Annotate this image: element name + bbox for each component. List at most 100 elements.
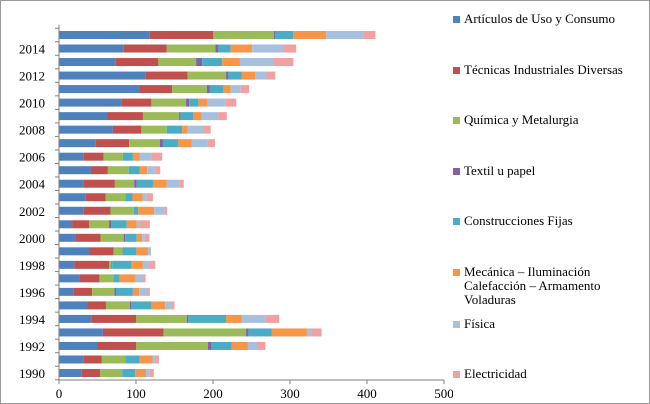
legend-label-line: Construcciones Fijas [464,213,573,228]
y-tick-label-1994: 1994 [19,312,46,327]
bar-segment-2014-s7 [283,44,297,53]
bar-segment-2015-s7 [363,31,376,39]
legend-label-line: Voladuras [464,292,516,307]
bar-segment-2015-s5 [293,31,327,39]
bar-segment-1994-s1 [91,314,136,323]
bar-segment-2004-s1 [83,179,115,188]
legend-item: Técnicas Industriales Diversas [453,63,623,77]
legend-label-line: Mecánica – Iluminación [464,264,591,279]
bar-segment-1998-s5 [131,260,143,269]
bar-segment-2002-s2 [110,206,134,215]
bar-segment-2011-s1 [139,85,173,94]
bar-segment-2007-s4 [162,139,179,148]
bar-segment-2006-s6 [139,152,152,161]
y-tick-label-1992: 1992 [19,339,45,354]
bar-segment-1996-s5 [132,287,140,296]
bar-segment-2013-s7 [273,58,294,67]
bar-segment-1990-s5 [135,369,147,377]
y-tick-label-2004: 2004 [19,177,46,192]
bar-segment-1997-s2 [99,274,114,283]
bar-segment-2003-s0 [59,193,86,202]
bar-segment-1990-s0 [59,369,82,377]
legend-label-line: Artículos de Uso y Consumo [464,11,615,26]
bar-segment-2013-s0 [59,58,116,67]
bar-segment-1992-s7 [257,341,266,350]
bar-segment-2010-s4 [189,98,199,107]
bar-segment-1996-s7 [147,287,150,296]
bar-segment-2010-s2 [151,98,187,107]
bar-segment-2003-s6 [142,193,147,202]
bar-segment-1997-s1 [79,274,100,283]
bar-segment-2004-s7 [179,179,184,188]
legend-swatch [453,371,460,378]
y-tick-label-2008: 2008 [19,123,45,138]
legend-item: Mecánica – Iluminación Calefacción – Arma… [453,265,600,307]
bar-segment-2015-s4 [275,31,294,39]
bar-segment-1996-s1 [73,287,93,296]
bar-segment-2011-s3 [206,85,210,94]
bar-segment-2001-s1 [72,220,90,229]
bar-segment-1999-s1 [89,247,114,256]
bar-segment-1990-s2 [100,369,123,377]
legend-item: Textil u papel [453,164,535,178]
bar-segment-1999-s6 [147,247,152,256]
bar-segment-2008-s1 [112,125,142,134]
bar-segment-2000-s4 [125,233,137,242]
bar-segment-2006-s0 [59,152,84,161]
bar-segment-1997-s5 [119,274,136,283]
y-tick-label-2014: 2014 [19,42,46,57]
bar-segment-2009-s3 [179,112,181,121]
bar-segment-2005-s2 [107,166,129,175]
bar-segment-2004-s0 [59,179,84,188]
bar-segment-2003-s2 [105,193,126,202]
bar-segment-2000-s0 [59,233,76,242]
bar-segment-2009-s6 [201,112,219,121]
bar-segment-2004-s2 [114,179,135,188]
bar-segment-1991-s0 [59,355,84,364]
bar-segment-2012-s4 [228,71,242,80]
legend-label: Técnicas Industriales Diversas [464,63,623,77]
legend-swatch [453,16,460,23]
bar-segment-2015-s0 [59,31,150,39]
bar-segment-1995-s4 [131,301,152,310]
bar-segment-2014-s4 [218,44,231,53]
bar-segment-1992-s6 [247,341,258,350]
bar-segment-1991-s5 [139,355,153,364]
bar-segment-2011-s0 [59,85,140,94]
bar-segment-1991-s2 [101,355,126,364]
bar-segment-2011-s2 [172,85,207,94]
bar-segment-1993-s5 [271,328,307,337]
bar-segment-1995-s2 [105,301,130,310]
bar-segment-1993-s7 [311,328,322,337]
y-tick-label-2012: 2012 [19,69,45,84]
bar-segment-1991-s6 [152,355,156,364]
legend-label: Química y Metalurgia [464,113,579,127]
bar-segment-2005-s4 [128,166,140,175]
bar-segment-1995-s7 [171,301,175,310]
bar-segment-1997-s6 [135,274,143,283]
legend-label-line: Física [464,316,496,331]
legend-swatch [453,168,460,175]
bar-segment-1993-s0 [59,328,103,337]
bar-segment-2001-s2 [89,220,110,229]
bar-segment-2015-s6 [326,31,364,39]
bar-segment-2004-s3 [134,179,137,188]
bar-segment-1994-s7 [265,314,280,323]
bar-segment-1992-s2 [136,341,208,350]
bar-segment-2014-s3 [215,44,219,53]
bar-segment-1993-s3 [246,328,249,337]
bar-segment-2013-s2 [158,58,197,67]
legend-label: Construcciones Fijas [464,214,573,228]
bar-segment-1994-s4 [188,314,227,323]
bar-segment-2001-s5 [126,220,137,229]
legend-label-line: Calefacción – Armamento [464,278,601,293]
legend-item: Construcciones Fijas [453,214,573,228]
bar-segment-2010-s1 [121,98,152,107]
bar-segment-2012-s1 [145,71,188,80]
bar-segment-2002-s7 [164,206,168,215]
bar-segment-1998-s3 [111,260,113,269]
bar-segment-2001-s4 [111,220,127,229]
legend-label-line: Técnicas Industriales Diversas [464,62,623,77]
bar-segment-2012-s3 [226,71,229,80]
legend-label-line: Química y Metalurgia [464,112,579,127]
